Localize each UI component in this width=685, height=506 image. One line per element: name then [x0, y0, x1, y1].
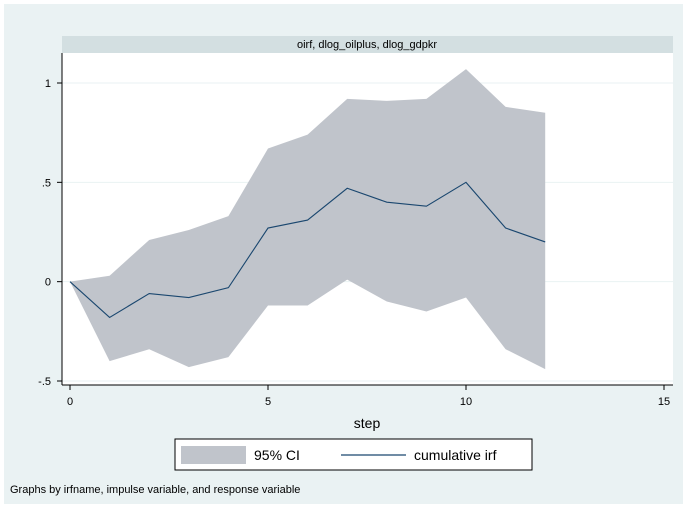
graph-region: oirf, dlog_oilplus, dlog_gdpkr 0 5 10 15 -.…	[4, 4, 683, 504]
irf-line	[69, 181, 546, 319]
strip-bar	[62, 36, 673, 53]
x-tick-label-2: 10	[460, 396, 472, 408]
legend-label-irf: cumulative irf	[414, 447, 497, 463]
legend-swatch-ci	[181, 446, 246, 464]
x-axis-title: step	[354, 415, 381, 431]
graph-note: Graphs by irfname, impulse variable, and…	[10, 484, 300, 496]
y-tick-label-2: .5	[42, 177, 51, 189]
y-tick-label-3: 1	[45, 78, 51, 90]
y-ticks: -.5 0 .5 1	[38, 78, 62, 388]
x-tick-label-3: 15	[658, 396, 670, 408]
x-tick-label-1: 5	[265, 396, 271, 408]
ci-band-layer	[70, 69, 546, 370]
x-tick-label-0: 0	[67, 396, 73, 408]
irf-chart: oirf, dlog_oilplus, dlog_gdpkr 0 5 10 15 -.…	[10, 36, 673, 496]
x-ticks: 0 5 10 15	[67, 385, 670, 408]
legend-label-ci: 95% CI	[254, 447, 300, 463]
irf-line-layer	[69, 181, 546, 319]
chart-title: oirf, dlog_oilplus, dlog_gdpkr	[297, 39, 437, 51]
ci-band	[70, 69, 546, 370]
y-tick-label-0: -.5	[38, 376, 51, 388]
y-tick-label-1: 0	[45, 277, 51, 289]
